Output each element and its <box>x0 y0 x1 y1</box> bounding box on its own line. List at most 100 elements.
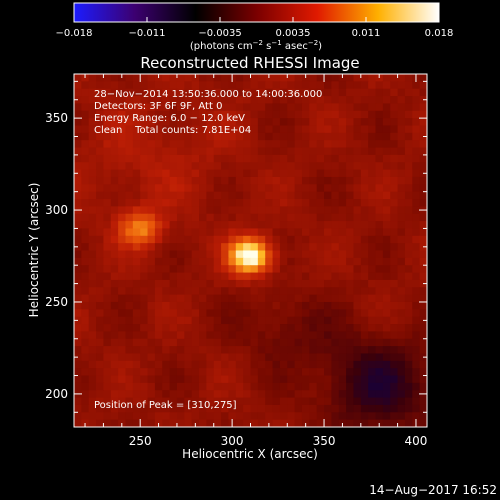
heatmap-cell <box>235 375 244 384</box>
heatmap-cell <box>213 88 222 97</box>
heatmap-cell <box>235 191 244 200</box>
heatmap-cell <box>279 110 288 119</box>
heatmap-cell <box>228 206 237 215</box>
heatmap-cell <box>96 294 105 303</box>
heatmap-cell <box>184 81 193 90</box>
heatmap-cell <box>272 397 281 406</box>
heatmap-cell <box>294 132 303 141</box>
heatmap-cell <box>390 118 399 127</box>
heatmap-cell <box>309 382 318 391</box>
x-tick-label: 300 <box>221 434 244 448</box>
heatmap-cell <box>265 397 274 406</box>
heatmap-cell <box>243 132 252 141</box>
heatmap-cell <box>118 301 127 310</box>
heatmap-cell <box>103 110 112 119</box>
heatmap-cell <box>404 257 413 266</box>
heatmap-cell <box>125 228 134 237</box>
heatmap-cell <box>353 96 362 105</box>
heatmap-cell <box>169 316 178 325</box>
heatmap-cell <box>375 96 384 105</box>
heatmap-cell <box>331 279 340 288</box>
heatmap-cell <box>228 294 237 303</box>
heatmap-cell <box>235 176 244 185</box>
heatmap-cell <box>132 368 141 377</box>
heatmap-cell <box>228 324 237 332</box>
heatmap-cell <box>125 103 134 112</box>
heatmap-cell <box>257 162 266 171</box>
heatmap-cell <box>221 74 230 82</box>
heatmap-cell <box>250 169 259 178</box>
heatmap-cell <box>338 147 347 156</box>
heatmap-cell <box>250 110 259 119</box>
heatmap-cell <box>228 125 237 134</box>
heatmap-cell <box>360 368 369 377</box>
heatmap-cell <box>338 154 347 163</box>
heatmap-cell <box>228 191 237 200</box>
heatmap-cell <box>199 404 207 413</box>
heatmap-cell <box>176 235 185 244</box>
colorbar-tick-label: 0.011 <box>352 28 381 39</box>
heatmap-cell <box>147 118 156 127</box>
heatmap-cell <box>309 353 318 362</box>
heatmap-cell <box>191 228 200 237</box>
heatmap-cell <box>368 294 377 303</box>
heatmap-cell <box>125 404 134 413</box>
heatmap-cell <box>103 287 112 296</box>
heatmap-cell <box>294 118 303 127</box>
heatmap-cell <box>81 132 90 141</box>
heatmap-cell <box>199 294 207 303</box>
heatmap-cell <box>103 368 112 377</box>
heatmap-cell <box>125 331 134 340</box>
heatmap-cell <box>81 294 90 303</box>
heatmap-cell <box>301 375 310 384</box>
heatmap-cell <box>235 279 244 288</box>
heatmap-cell <box>96 243 105 252</box>
heatmap-cell <box>176 368 185 377</box>
heatmap-cell <box>132 243 141 252</box>
heatmap-cell <box>375 191 384 200</box>
heatmap-cell <box>390 346 399 355</box>
heatmap-cell <box>257 206 266 215</box>
heatmap-cell <box>301 353 310 362</box>
heatmap-cell <box>368 338 377 347</box>
heatmap-cell <box>213 221 222 230</box>
heatmap-cell <box>206 375 215 384</box>
heatmap-cell <box>206 228 215 237</box>
heatmap-cell <box>287 243 296 252</box>
heatmap-cell <box>382 162 391 171</box>
heatmap-cell <box>221 103 230 112</box>
heatmap-cell <box>294 110 303 119</box>
colorbar-tick-label: −0.018 <box>55 28 92 39</box>
heatmap-cell <box>250 199 259 207</box>
heatmap-cell <box>397 338 406 347</box>
heatmap-cell <box>81 412 90 421</box>
heatmap-cell <box>199 162 207 171</box>
heatmap-cell <box>96 338 105 347</box>
heatmap-cell <box>390 324 399 332</box>
heatmap-cell <box>154 265 163 274</box>
heatmap-cell <box>96 103 105 112</box>
heatmap-cell <box>294 96 303 105</box>
heatmap-cell <box>169 132 178 141</box>
heatmap-cell <box>103 331 112 340</box>
heatmap-cell <box>243 404 252 413</box>
heatmap-cell <box>169 206 178 215</box>
heatmap-cell <box>81 206 90 215</box>
heatmap-cell <box>88 213 97 222</box>
heatmap-cell <box>353 88 362 97</box>
heatmap-cell <box>140 331 149 340</box>
heatmap-cell <box>404 228 413 237</box>
heatmap-cell <box>272 294 281 303</box>
heatmap-cell <box>301 235 310 244</box>
heatmap-cell <box>257 316 266 325</box>
heatmap-cell <box>81 199 90 207</box>
heatmap-cell <box>199 206 207 215</box>
heatmap-cell <box>272 404 281 413</box>
heatmap-cell <box>338 404 347 413</box>
heatmap-cell <box>96 191 105 200</box>
heatmap-cell <box>110 140 119 149</box>
heatmap-cell <box>140 309 149 318</box>
heatmap-cell <box>272 257 281 266</box>
heatmap-cell <box>279 74 288 82</box>
heatmap-cell <box>382 301 391 310</box>
